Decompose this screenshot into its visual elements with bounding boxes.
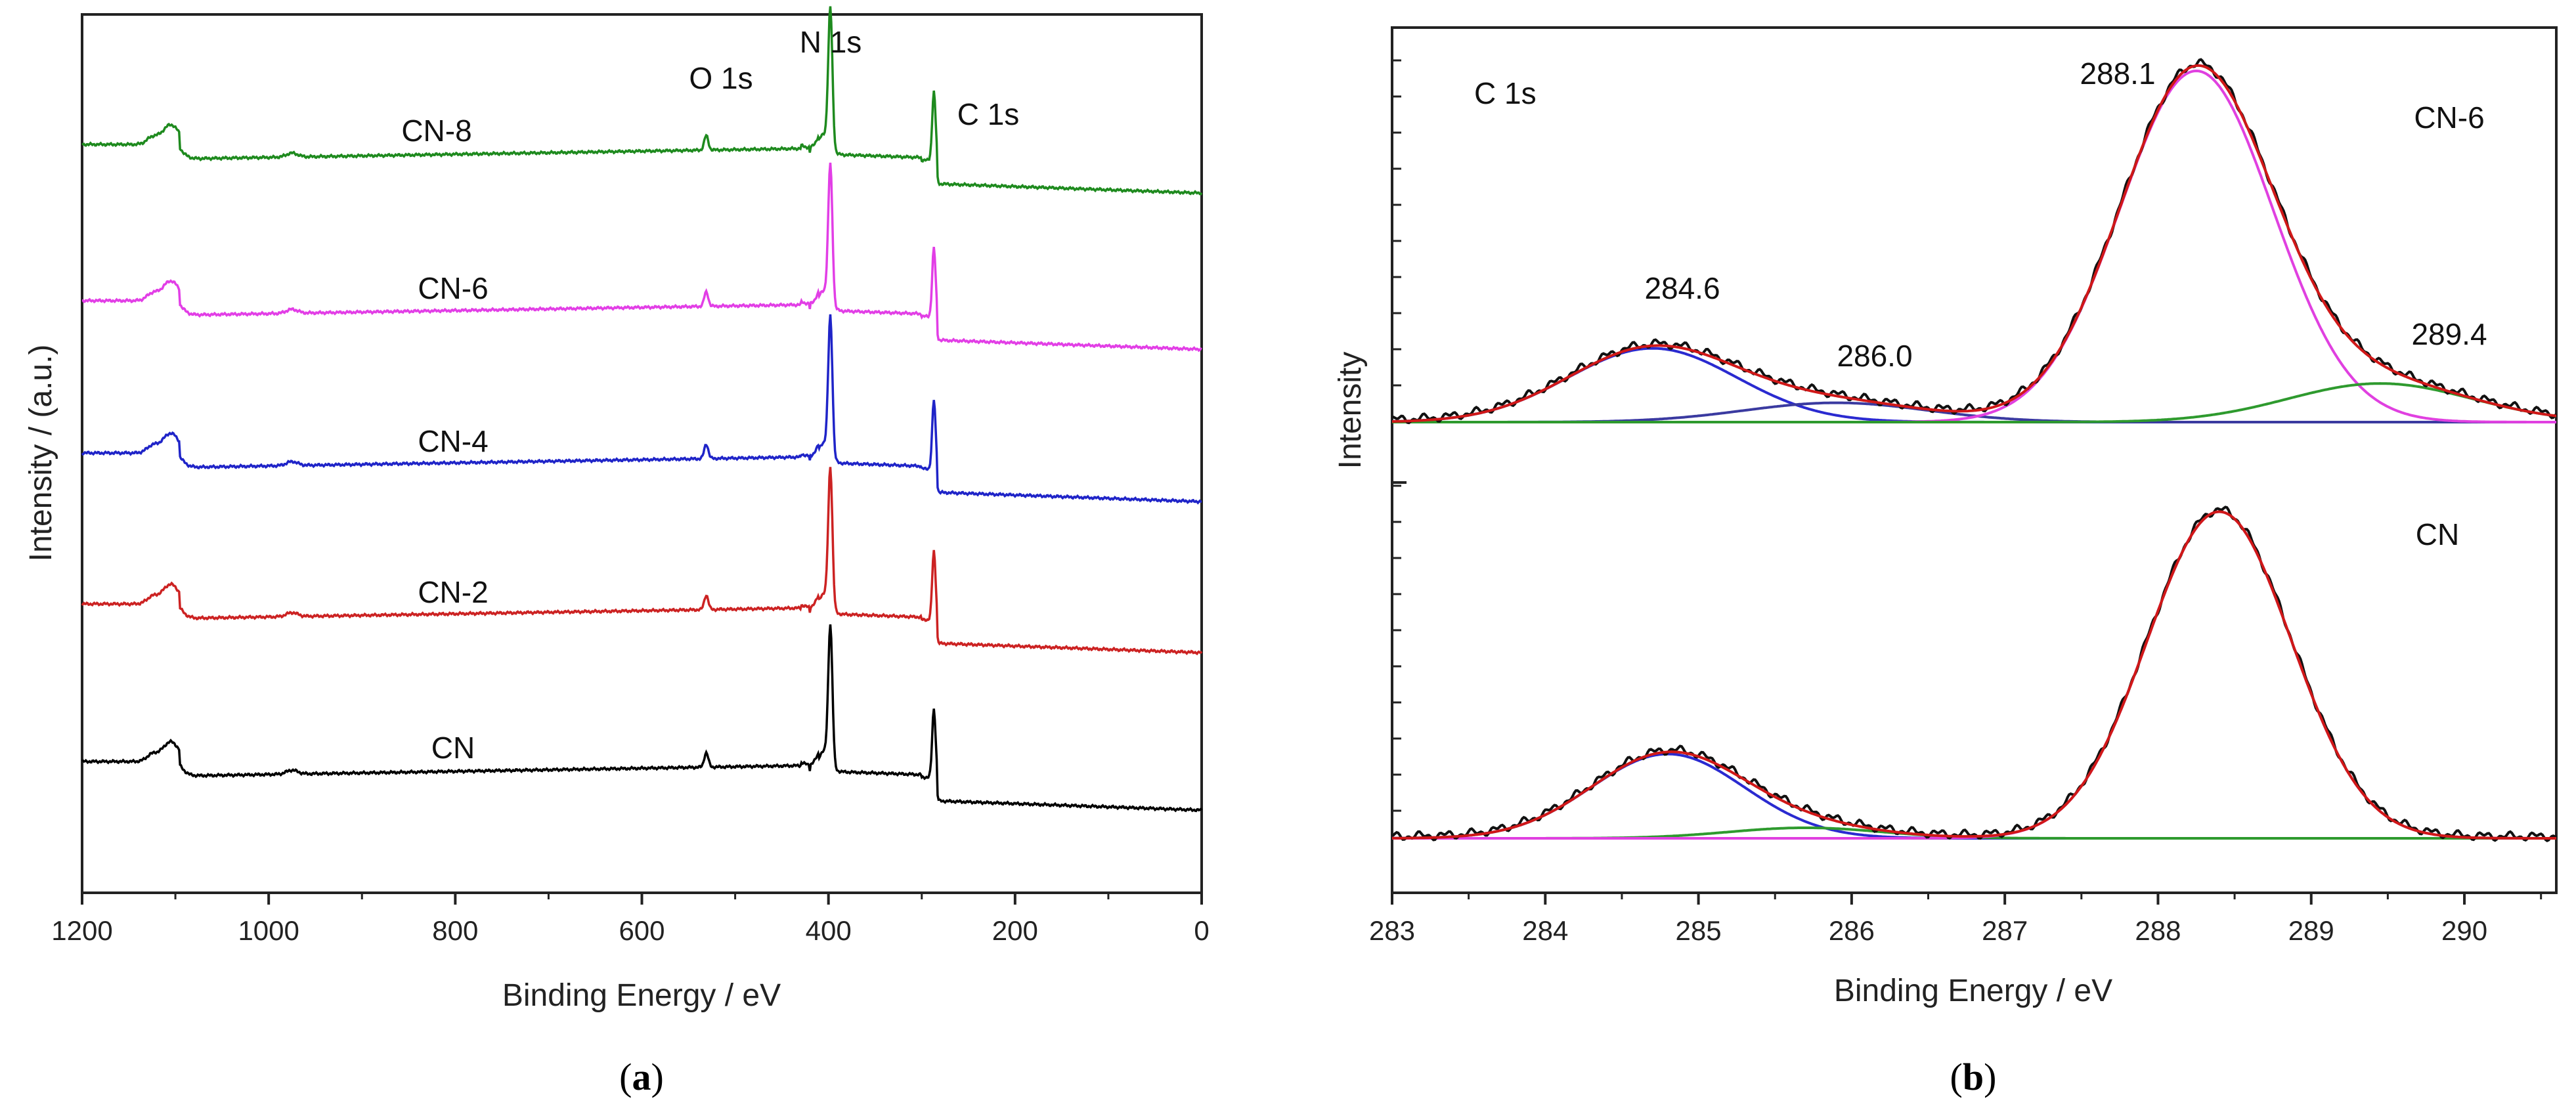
- panel-b-x-axis-title: Binding Energy / eV: [1834, 974, 2112, 1008]
- peak-label-o-1s: O 1s: [689, 61, 753, 95]
- panel-a-x-axis-title: Binding Energy / eV: [502, 978, 781, 1013]
- series-cn-2-label: CN-2: [418, 575, 488, 609]
- panel-a-series-labels: CN CN-2 CN-4 CN-6 CN-8: [401, 114, 488, 765]
- peak-label-289-4: 289.4: [2411, 317, 2487, 351]
- panel-b-x-tick-label: 285: [1676, 915, 1722, 946]
- peak-label-n-1s: N 1s: [800, 25, 862, 59]
- panel-b-x-tick-label: 286: [1829, 915, 1875, 946]
- panel-a-survey-spectra: 1200 1000 800 600 400 200 0 CN CN-2 CN-4 CN-6 CN-8…: [24, 6, 1210, 1098]
- subplot-cn-fit-envelope: [1392, 510, 2556, 840]
- series-cn-6-label: CN-6: [418, 271, 488, 305]
- panel-b-label-close: ): [1984, 1056, 1996, 1098]
- panel-a-label-close: ): [651, 1056, 664, 1098]
- panel-b-ticks: 283 284 285 286 287 288 289 290: [1369, 59, 2543, 946]
- panel-b-c1s-spectra: 283 284 285 286 287 288 289 290 284.6 286.0 288.1…: [1333, 26, 2558, 1098]
- panel-a-peak-labels: O 1s N 1s C 1s: [689, 25, 1019, 131]
- panel-a-x-tick-label: 400: [806, 915, 852, 946]
- panel-a-x-tick-label: 600: [619, 915, 665, 946]
- panel-b-title: C 1s: [1474, 76, 1537, 110]
- peak-label-288-1: 288.1: [2080, 56, 2155, 91]
- panel-a-x-tick-label: 200: [992, 915, 1038, 946]
- peak-label-286-0: 286.0: [1837, 339, 1912, 373]
- panel-a-label: (a): [619, 1056, 664, 1098]
- panel-b-x-tick-label: 284: [1522, 915, 1568, 946]
- panel-a-x-ticks: 1200 1000 800 600 400 200 0: [51, 893, 1210, 946]
- peak-label-c-1s: C 1s: [957, 97, 1020, 131]
- subplot-cn-component-0: [1392, 752, 2556, 840]
- subplot-cn-component-2: [1392, 510, 2556, 840]
- panel-b-x-tick-label: 289: [2288, 915, 2334, 946]
- panel-a-label-letter: a: [632, 1056, 651, 1098]
- subplot-cn-6-raw-data: [1391, 58, 2558, 425]
- series-cn-8-label: CN-8: [401, 114, 471, 148]
- panel-b-label: (b): [1950, 1056, 1997, 1098]
- series-cn-2-line: [81, 467, 1203, 656]
- panel-b-x-tick-label: 288: [2135, 915, 2181, 946]
- panel-a-series: [81, 6, 1203, 813]
- series-cn-8-line: [81, 6, 1203, 196]
- series-cn-label: CN: [431, 731, 475, 765]
- panel-a-x-tick-label: 800: [432, 915, 478, 946]
- panel-b-x-tick-label: 283: [1369, 915, 1415, 946]
- panel-b-label-letter: b: [1963, 1056, 1984, 1098]
- subplot-cn-6-component-1: [1392, 401, 2556, 423]
- series-cn-4-label: CN-4: [418, 424, 488, 458]
- series-cn-4-line: [81, 314, 1202, 505]
- panel-a-x-tick-label: 0: [1194, 915, 1209, 946]
- subplot-cn-raw-data: [1391, 505, 2557, 843]
- subplot-label-cn: CN: [2416, 517, 2459, 551]
- peak-label-284-6: 284.6: [1644, 271, 1720, 305]
- subplot-cn-6-component-3: [1392, 382, 2557, 423]
- panel-a-y-axis-title: Intensity / (a.u.): [24, 345, 58, 562]
- panel-b-series: [1391, 58, 2558, 843]
- panel-a-plot-frame: [81, 13, 1203, 894]
- series-cn-6-line: [81, 162, 1202, 353]
- panel-b-annotations: 284.6 286.0 288.1 289.4 CN-6 CN: [1644, 56, 2487, 551]
- panel-b-x-tick-label: 287: [1982, 915, 2028, 946]
- panel-b-x-tick-label: 290: [2441, 915, 2487, 946]
- panel-a-x-tick-label: 1200: [51, 915, 112, 946]
- panel-b-y-axis-title: Intensity: [1333, 352, 1368, 469]
- series-cn-line: [81, 624, 1203, 813]
- subplot-cn-6-component-2: [1392, 69, 2556, 423]
- panel-b-label-open: (: [1950, 1056, 1963, 1098]
- subplot-cn-6-fit-envelope: [1391, 64, 2557, 423]
- panel-a-label-open: (: [619, 1056, 632, 1098]
- panel-b-plot-frame: [1391, 26, 2558, 894]
- panel-a-x-tick-label: 1000: [238, 915, 299, 946]
- subplot-label-cn-6: CN-6: [2414, 100, 2484, 135]
